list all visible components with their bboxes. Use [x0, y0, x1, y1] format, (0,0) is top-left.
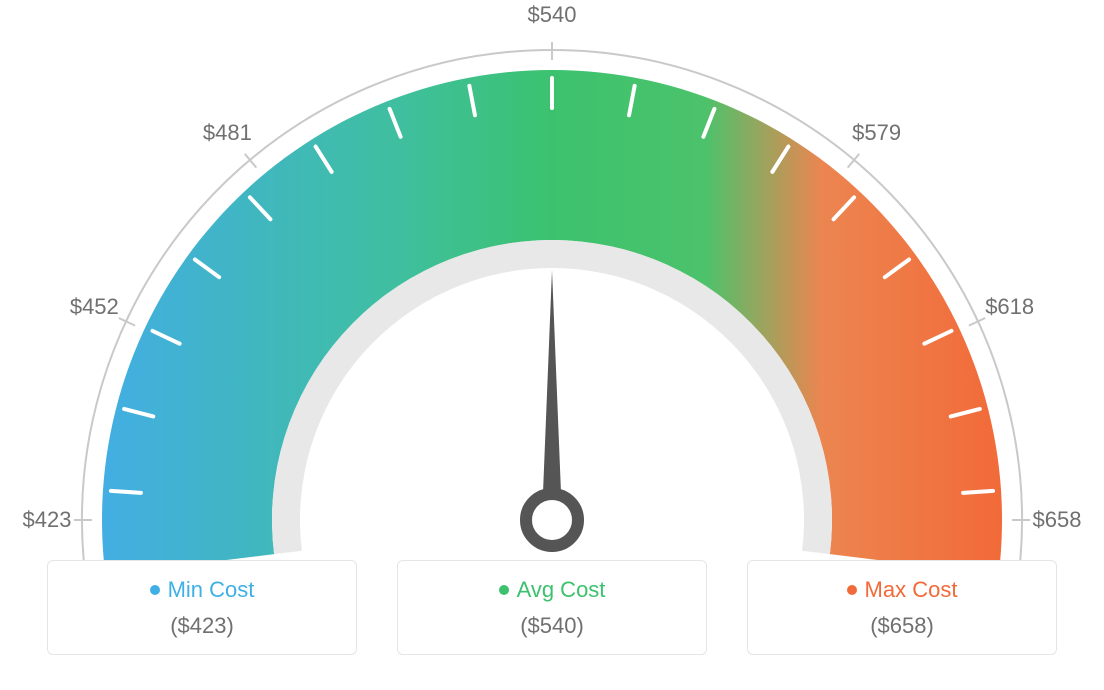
legend-box-max: Max Cost ($658) — [747, 560, 1057, 655]
legend-box-min: Min Cost ($423) — [47, 560, 357, 655]
gauge-tick-label: $540 — [528, 2, 577, 28]
gauge-tick-label: $423 — [23, 507, 72, 533]
legend: Min Cost ($423) Avg Cost ($540) Max Cost… — [0, 560, 1104, 655]
legend-value-avg: ($540) — [520, 613, 584, 639]
gauge-svg — [0, 0, 1104, 560]
legend-label-min: Min Cost — [168, 577, 255, 603]
gauge-chart: $423 $452 $481 $540 $579 $618 $658 — [0, 0, 1104, 560]
dot-icon — [847, 585, 857, 595]
gauge-tick-label: $579 — [852, 120, 901, 146]
legend-label-avg: Avg Cost — [517, 577, 606, 603]
legend-box-avg: Avg Cost ($540) — [397, 560, 707, 655]
legend-title-min: Min Cost — [150, 577, 255, 603]
legend-title-max: Max Cost — [847, 577, 958, 603]
gauge-tick-label: $481 — [203, 120, 252, 146]
legend-value-min: ($423) — [170, 613, 234, 639]
gauge-tick-label: $452 — [70, 294, 119, 320]
gauge-tick-label: $618 — [985, 294, 1034, 320]
legend-label-max: Max Cost — [865, 577, 958, 603]
dot-icon — [150, 585, 160, 595]
dot-icon — [499, 585, 509, 595]
gauge-tick-label: $658 — [1033, 507, 1082, 533]
legend-title-avg: Avg Cost — [499, 577, 606, 603]
legend-value-max: ($658) — [870, 613, 934, 639]
